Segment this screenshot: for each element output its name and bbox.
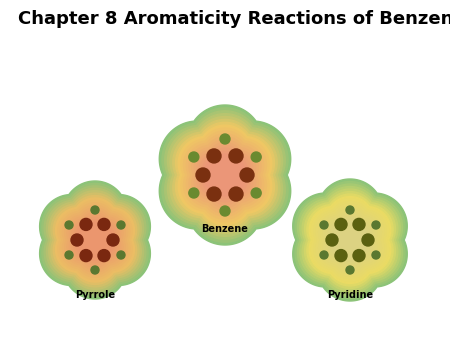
Circle shape — [362, 234, 374, 246]
Circle shape — [353, 249, 365, 262]
Polygon shape — [311, 199, 388, 281]
Polygon shape — [60, 203, 130, 277]
Circle shape — [189, 152, 199, 162]
Polygon shape — [176, 122, 274, 228]
Polygon shape — [72, 215, 118, 265]
Circle shape — [196, 168, 210, 182]
Polygon shape — [202, 151, 248, 199]
Polygon shape — [297, 184, 403, 296]
Polygon shape — [326, 214, 374, 266]
Circle shape — [229, 149, 243, 163]
Circle shape — [372, 221, 380, 229]
Polygon shape — [170, 117, 280, 234]
Polygon shape — [324, 212, 377, 268]
Polygon shape — [194, 143, 256, 208]
Polygon shape — [74, 217, 116, 263]
Polygon shape — [316, 204, 384, 276]
Circle shape — [81, 253, 109, 282]
Polygon shape — [309, 197, 391, 284]
Polygon shape — [165, 111, 285, 239]
Text: Chapter 8 Aromaticity Reactions of Benzene: Chapter 8 Aromaticity Reactions of Benze… — [18, 10, 450, 28]
Polygon shape — [319, 207, 381, 273]
Circle shape — [346, 266, 354, 274]
Circle shape — [98, 249, 110, 262]
Circle shape — [353, 218, 365, 231]
Polygon shape — [58, 200, 132, 280]
Circle shape — [80, 249, 92, 262]
Polygon shape — [178, 125, 272, 225]
Polygon shape — [159, 105, 291, 245]
Circle shape — [65, 221, 73, 229]
Polygon shape — [295, 182, 405, 298]
Text: Pyridine: Pyridine — [327, 290, 373, 300]
Polygon shape — [293, 179, 407, 301]
Polygon shape — [197, 145, 253, 204]
Polygon shape — [67, 210, 123, 270]
Polygon shape — [181, 128, 269, 222]
Polygon shape — [76, 220, 114, 260]
Circle shape — [229, 187, 243, 201]
Polygon shape — [200, 148, 250, 202]
Polygon shape — [173, 119, 277, 231]
Circle shape — [71, 234, 83, 246]
Polygon shape — [63, 205, 128, 275]
Circle shape — [80, 218, 92, 231]
Polygon shape — [49, 191, 141, 289]
Polygon shape — [162, 108, 288, 242]
Circle shape — [335, 218, 347, 231]
Circle shape — [207, 187, 221, 201]
Text: Pyrrole: Pyrrole — [75, 290, 115, 300]
Polygon shape — [189, 137, 261, 213]
Polygon shape — [65, 208, 125, 272]
Circle shape — [117, 221, 125, 229]
Polygon shape — [56, 198, 135, 282]
Polygon shape — [69, 213, 121, 267]
Circle shape — [240, 168, 254, 182]
Circle shape — [91, 206, 99, 214]
Polygon shape — [46, 188, 144, 292]
Circle shape — [320, 221, 328, 229]
Polygon shape — [42, 184, 148, 296]
Circle shape — [346, 206, 354, 214]
Circle shape — [372, 251, 380, 259]
Circle shape — [65, 251, 73, 259]
Circle shape — [251, 152, 261, 162]
Polygon shape — [186, 134, 264, 216]
Polygon shape — [44, 186, 146, 294]
Polygon shape — [205, 154, 245, 196]
Polygon shape — [302, 189, 398, 291]
Circle shape — [189, 188, 199, 198]
Circle shape — [91, 266, 99, 274]
Circle shape — [335, 249, 347, 262]
Polygon shape — [321, 209, 379, 271]
Circle shape — [337, 251, 363, 278]
Circle shape — [207, 149, 221, 163]
Polygon shape — [78, 222, 112, 258]
Circle shape — [251, 188, 261, 198]
Circle shape — [117, 251, 125, 259]
Polygon shape — [330, 219, 369, 261]
Polygon shape — [333, 222, 367, 258]
Circle shape — [98, 218, 110, 231]
Polygon shape — [53, 196, 137, 284]
Polygon shape — [40, 181, 150, 299]
Circle shape — [107, 234, 119, 246]
Circle shape — [326, 234, 338, 246]
Polygon shape — [305, 192, 396, 288]
Circle shape — [320, 251, 328, 259]
Polygon shape — [307, 194, 393, 286]
Polygon shape — [328, 217, 372, 263]
Circle shape — [220, 206, 230, 216]
Polygon shape — [51, 193, 139, 287]
Polygon shape — [300, 187, 400, 293]
Polygon shape — [314, 201, 386, 279]
Circle shape — [220, 134, 230, 144]
Polygon shape — [184, 131, 266, 219]
Polygon shape — [192, 140, 258, 211]
Text: Benzene: Benzene — [202, 224, 248, 234]
Polygon shape — [167, 114, 283, 236]
